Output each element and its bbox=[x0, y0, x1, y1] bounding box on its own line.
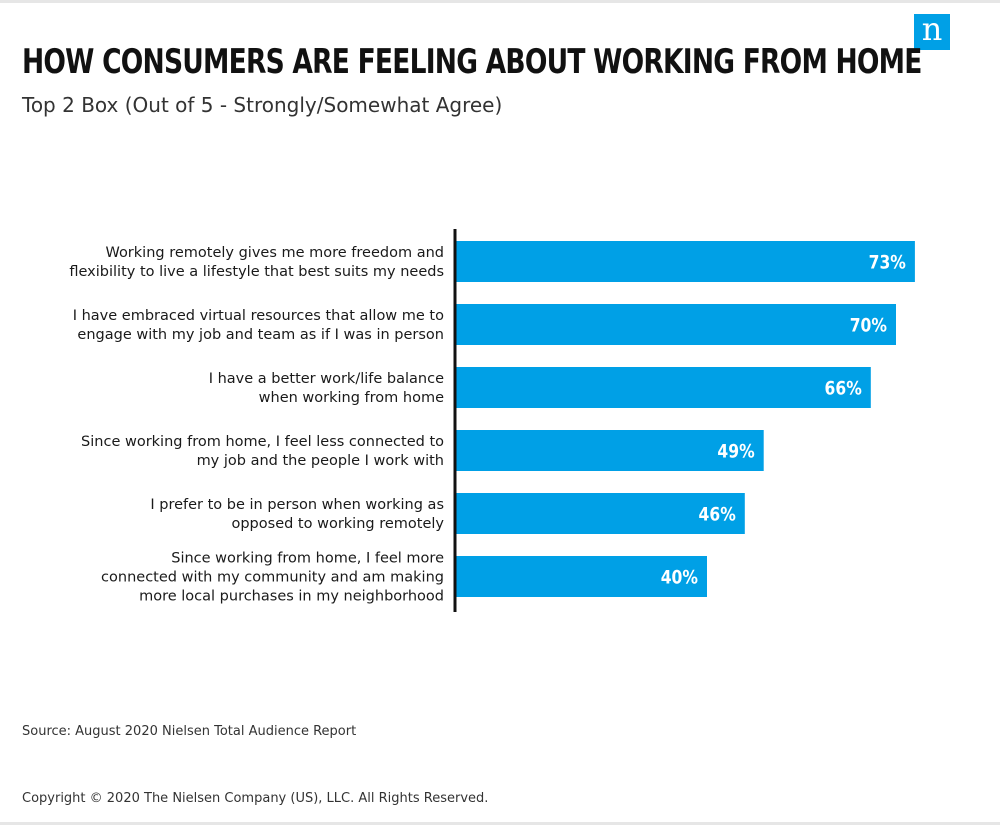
category-label: Since working from home, I feel less con… bbox=[81, 434, 444, 469]
bar bbox=[455, 493, 745, 534]
category-label: I have embraced virtual resources that a… bbox=[73, 308, 444, 343]
logo-letter: n bbox=[921, 10, 943, 48]
bar bbox=[455, 241, 915, 282]
value-label: 40% bbox=[661, 567, 698, 589]
bar bbox=[455, 367, 871, 408]
copyright-note: Copyright © 2020 The Nielsen Company (US… bbox=[22, 791, 489, 806]
value-label: 49% bbox=[717, 441, 754, 463]
chart-title: HOW CONSUMERS ARE FEELING ABOUT WORKING … bbox=[22, 42, 922, 82]
category-label: I prefer to be in person when working as… bbox=[150, 497, 444, 532]
value-label: 73% bbox=[869, 252, 906, 274]
bar bbox=[455, 304, 896, 345]
category-label: Since working from home, I feel more conn… bbox=[101, 551, 444, 605]
chart-subtitle: Top 2 Box (Out of 5 - Strongly/Somewhat … bbox=[22, 93, 503, 117]
bar bbox=[455, 430, 764, 471]
top-divider bbox=[0, 0, 1000, 3]
bar bbox=[455, 556, 707, 597]
nielsen-logo-icon: n bbox=[914, 13, 950, 50]
source-note: Source: August 2020 Nielsen Total Audien… bbox=[22, 724, 357, 739]
value-label: 66% bbox=[825, 378, 862, 400]
category-label: Working remotely gives me more freedom a… bbox=[69, 245, 444, 280]
value-label: 70% bbox=[850, 315, 887, 337]
category-label: I have a better work/life balance when wo… bbox=[209, 371, 444, 406]
bottom-divider bbox=[0, 822, 1000, 825]
bar-chart: 73% Working remotely gives me more freedo… bbox=[69, 229, 915, 612]
value-label: 46% bbox=[699, 504, 736, 526]
